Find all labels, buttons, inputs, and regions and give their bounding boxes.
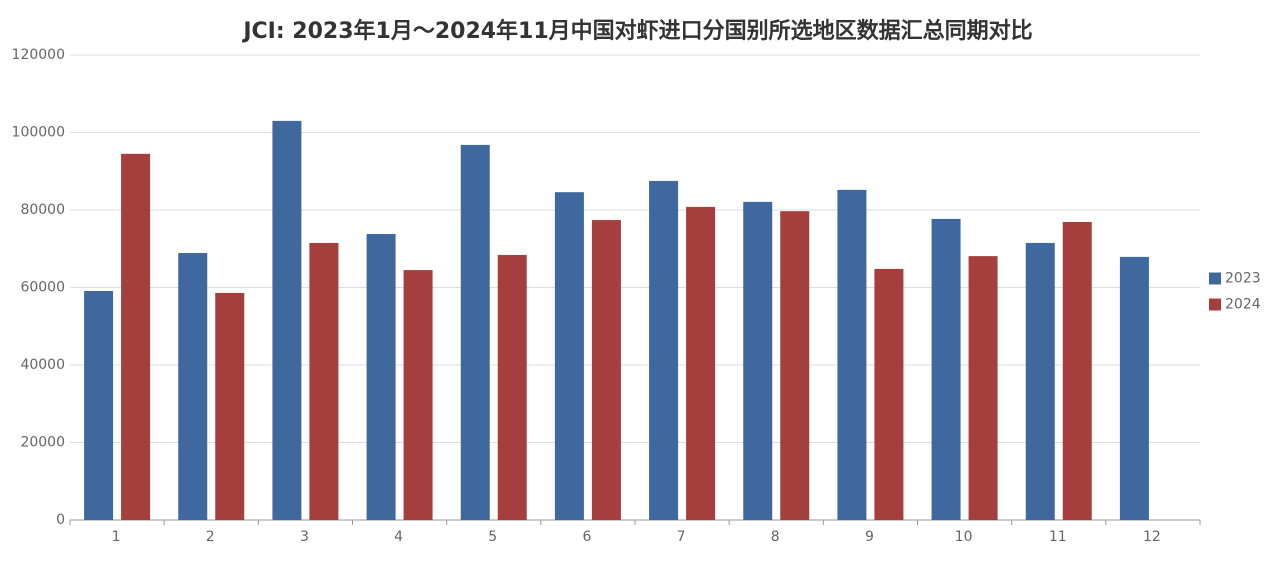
bar (1025, 242, 1055, 520)
bar (497, 254, 527, 520)
bar (837, 189, 867, 520)
bar (780, 211, 810, 520)
x-tick-label: 6 (582, 529, 591, 545)
y-tick-label: 0 (56, 512, 65, 528)
x-tick-label: 12 (1143, 529, 1161, 545)
bar (968, 256, 998, 520)
chart-title: JCI: 2023年1月～2024年11月中国对虾进口分国别所选地区数据汇总同期… (241, 18, 1032, 44)
x-tick-label: 4 (394, 529, 403, 545)
bar (403, 270, 433, 520)
bar (743, 201, 773, 521)
x-tick-label: 7 (677, 529, 686, 545)
bar (1119, 256, 1149, 520)
bar (874, 268, 904, 520)
bar (84, 290, 114, 520)
x-tick-label: 5 (488, 529, 497, 545)
y-tick-label: 40000 (20, 357, 65, 373)
x-tick-label: 8 (771, 529, 780, 545)
bar (460, 144, 490, 520)
x-tick-label: 2 (206, 529, 215, 545)
x-tick-label: 11 (1049, 529, 1067, 545)
bar (686, 206, 716, 520)
bar (366, 234, 396, 520)
bar (215, 292, 245, 520)
bar (1062, 222, 1092, 520)
bar (121, 153, 151, 520)
x-tick-label: 9 (865, 529, 874, 545)
bar (931, 218, 961, 520)
y-tick-label: 20000 (20, 435, 65, 451)
x-tick-label: 10 (955, 529, 973, 545)
y-tick-label: 120000 (12, 47, 65, 63)
legend-swatch (1209, 272, 1221, 285)
bar (649, 180, 679, 520)
legend-swatch (1209, 298, 1221, 311)
bar (178, 253, 208, 520)
y-tick-label: 80000 (20, 202, 65, 218)
bar (309, 242, 339, 520)
legend-label: 2024 (1225, 297, 1261, 313)
bar (591, 220, 621, 520)
y-tick-label: 60000 (20, 280, 65, 296)
legend-label: 2023 (1225, 271, 1261, 287)
bar (272, 120, 302, 520)
y-tick-label: 100000 (12, 125, 65, 141)
x-tick-label: 3 (300, 529, 309, 545)
bar (554, 192, 584, 521)
x-tick-label: 1 (112, 529, 121, 545)
